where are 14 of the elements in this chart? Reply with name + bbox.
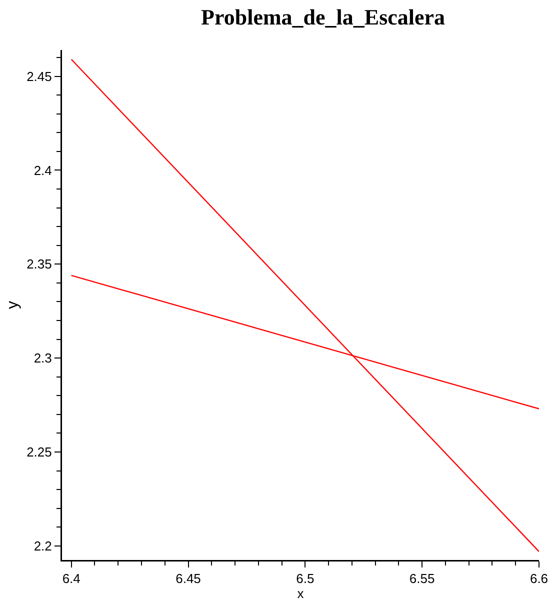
y-axis-title: y: [4, 301, 22, 309]
x-tick-label: 6.6: [530, 571, 548, 586]
chart-title: Problema_de_la_Escalera: [201, 4, 446, 30]
y-tick-label: 2.3: [34, 350, 52, 366]
y-tick-label: 2.4: [34, 162, 52, 178]
x-tick-label: 6.5: [296, 571, 314, 586]
y-tick-label: 2.45: [26, 68, 52, 84]
x-axis-title: x: [297, 586, 304, 602]
x-tick-label: 6.55: [409, 571, 435, 586]
x-tick-label: 6.45: [176, 571, 201, 586]
y-tick-label: 2.25: [26, 444, 52, 460]
y-tick-label: 2.35: [26, 256, 52, 272]
y-tick-label: 2.2: [34, 538, 52, 554]
x-tick-label: 6.4: [62, 571, 80, 586]
